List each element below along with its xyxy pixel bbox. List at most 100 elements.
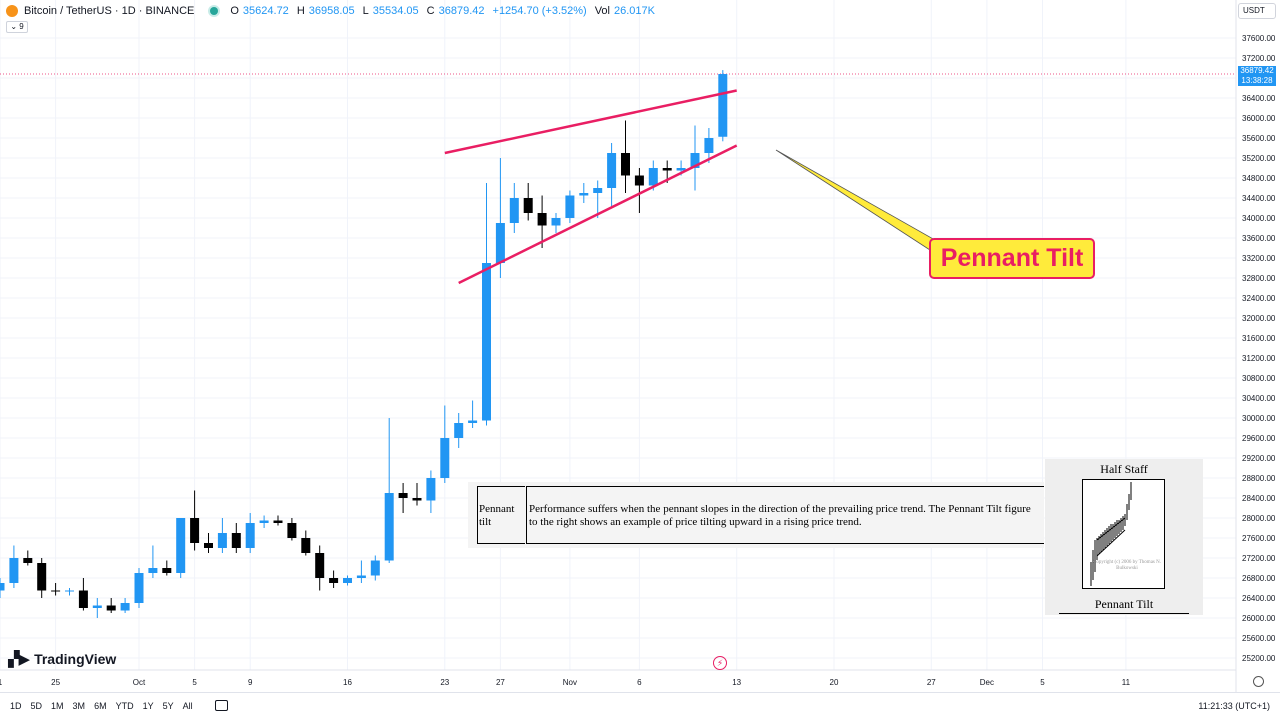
price-tick-label: 37200.00 [1242, 54, 1276, 63]
candle[interactable] [190, 490, 200, 551]
candle[interactable] [426, 470, 436, 514]
candle[interactable] [579, 183, 589, 203]
candle-body [676, 168, 686, 171]
candle[interactable] [217, 518, 227, 553]
tradingview-logo[interactable]: ▞▶ TradingView [8, 650, 116, 668]
candle[interactable] [454, 413, 464, 448]
range-button-5d[interactable]: 5D [30, 700, 43, 711]
candle[interactable] [134, 568, 144, 608]
date-tick-label: 23 [440, 678, 449, 687]
ohlc-close-value: 36879.42 [438, 5, 485, 17]
candle[interactable] [120, 598, 130, 613]
candle[interactable] [301, 530, 311, 556]
price-tick-label: 35200.00 [1242, 154, 1276, 163]
date-tick-label: 13 [732, 678, 741, 687]
candle-body [273, 520, 283, 523]
candle[interactable] [468, 400, 478, 429]
candle-body [537, 213, 547, 226]
candle[interactable] [78, 578, 88, 611]
last-price-tag: 36879.42 13:38:28 [1238, 66, 1276, 86]
candle[interactable] [259, 515, 269, 529]
pennant-trendline[interactable] [444, 89, 737, 155]
pennant-trendline[interactable] [458, 144, 738, 285]
candle[interactable] [398, 483, 408, 513]
candle[interactable] [204, 533, 213, 553]
candle[interactable] [9, 545, 19, 589]
bar-countdown: 13:38:28 [1241, 76, 1273, 85]
range-button-1d[interactable]: 1D [10, 700, 22, 711]
range-button-1m[interactable]: 1M [51, 700, 64, 711]
candle[interactable] [273, 515, 283, 526]
candle[interactable] [315, 545, 325, 591]
candle[interactable] [690, 125, 700, 191]
candle[interactable] [551, 213, 561, 233]
candle[interactable] [634, 168, 644, 213]
range-button-3m[interactable]: 3M [72, 700, 86, 711]
indicators-collapse-button[interactable]: ⌄ 9 [6, 21, 28, 33]
range-button-all[interactable]: All [182, 700, 193, 711]
candle[interactable] [593, 180, 603, 219]
figure-pattern-sketch [1090, 482, 1132, 586]
candle[interactable] [65, 588, 74, 596]
clock-readout[interactable]: 11:21:33 (UTC+1) [1198, 701, 1270, 711]
price-tick-label: 28400.00 [1242, 494, 1276, 503]
price-tick-label: 28000.00 [1242, 514, 1276, 523]
symbol-title[interactable]: Bitcoin / TetherUS · 1D · BINANCE [24, 5, 195, 17]
change-value: +1254.70 (+3.52%) [492, 5, 587, 17]
candle[interactable] [482, 183, 491, 426]
price-tick-label: 36000.00 [1242, 114, 1276, 123]
candle[interactable] [412, 483, 422, 506]
range-button-ytd[interactable]: YTD [115, 700, 134, 711]
candle[interactable] [621, 120, 630, 194]
candle[interactable] [704, 128, 714, 163]
date-tick-label: Oct [133, 678, 146, 687]
date-tick-label: 25 [51, 678, 60, 687]
candle-body [370, 560, 380, 576]
candle[interactable] [523, 183, 533, 221]
candle[interactable] [509, 183, 519, 233]
figure-underline [1059, 613, 1189, 614]
volume-value: 26.017K [614, 5, 655, 17]
calendar-icon[interactable] [214, 700, 228, 711]
candle[interactable] [176, 518, 186, 578]
pennant-tilt-callout[interactable]: Pennant Tilt [929, 238, 1095, 279]
candle[interactable] [329, 570, 339, 589]
candle-body [23, 558, 33, 563]
definition-text: Performance suffers when the pennant slo… [526, 486, 1044, 544]
candle[interactable] [106, 598, 116, 613]
settings-gear-icon[interactable] [1253, 676, 1264, 687]
candle[interactable] [0, 578, 5, 598]
candle-body [690, 153, 700, 168]
candle[interactable] [718, 70, 728, 142]
price-tick-label: 34800.00 [1242, 174, 1276, 183]
candle[interactable] [51, 583, 61, 596]
candle[interactable] [37, 558, 47, 598]
candle[interactable] [537, 195, 547, 249]
candle[interactable] [565, 190, 575, 224]
range-button-5y[interactable]: 5Y [162, 700, 174, 711]
date-tick-label: 20 [830, 678, 839, 687]
candle[interactable] [343, 575, 352, 586]
candle[interactable] [231, 523, 241, 553]
candle[interactable] [495, 158, 505, 278]
candle-body [551, 218, 561, 226]
date-tick-label: 27 [927, 678, 936, 687]
lightning-icon[interactable]: ⚡ [713, 656, 727, 670]
candle[interactable] [162, 560, 172, 576]
candle[interactable] [148, 545, 158, 579]
candle[interactable] [356, 560, 366, 584]
range-button-1y[interactable]: 1Y [142, 700, 154, 711]
date-tick-label: 16 [343, 678, 352, 687]
candle[interactable] [92, 598, 102, 618]
candle-body [204, 543, 213, 548]
candle[interactable] [607, 143, 617, 208]
range-button-6m[interactable]: 6M [94, 700, 107, 711]
candle[interactable] [287, 518, 297, 541]
candle[interactable] [245, 513, 255, 553]
candle[interactable] [370, 555, 380, 581]
candle[interactable] [440, 405, 450, 484]
candle[interactable] [23, 550, 33, 566]
candle[interactable] [384, 418, 394, 563]
currency-selector[interactable]: USDT [1238, 3, 1276, 19]
